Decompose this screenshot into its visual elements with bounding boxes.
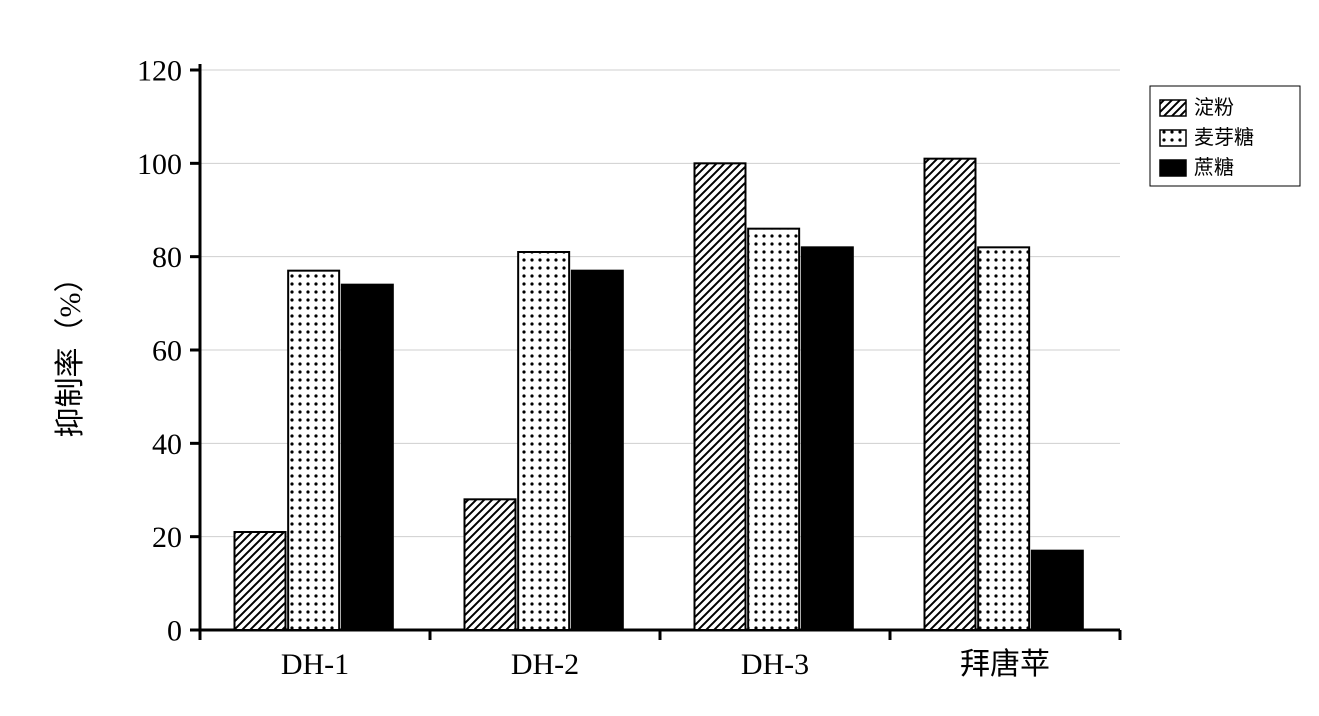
bar [802,247,853,630]
x-category-label: DH-1 [281,648,349,681]
y-tick-label: 80 [152,241,182,274]
bar-chart: 0 20 40 60 80 100 120 抑制率（%） DH-1 DH-2 DH-3 拜唐苹 淀粉麦芽… [0,0,1319,716]
x-category-label: 拜唐苹 [960,648,1050,681]
legend-swatch [1160,130,1186,146]
bar [465,499,516,630]
y-tick-label: 100 [137,148,182,181]
bar [1032,551,1083,630]
bar [235,532,286,630]
bar [925,159,976,630]
x-category-label: DH-2 [511,648,579,681]
bar [518,252,569,630]
bar [572,271,623,630]
y-tick-label: 120 [137,55,182,88]
legend-swatch [1160,100,1186,116]
legend: 淀粉麦芽糖蔗糖 [1150,86,1300,186]
y-tick-label: 0 [167,615,182,648]
bar [748,229,799,630]
bar [978,247,1029,630]
legend-label: 淀粉 [1194,96,1234,119]
y-axis-label: 抑制率（%） [54,263,87,438]
legend-label: 蔗糖 [1194,156,1234,179]
bar [342,285,393,630]
y-tick-label: 60 [152,335,182,368]
y-tick-label: 20 [152,521,182,554]
bar [695,163,746,630]
bar [288,271,339,630]
legend-label: 麦芽糖 [1194,126,1254,149]
y-tick-label: 40 [152,428,182,461]
chart-container: 0 20 40 60 80 100 120 抑制率（%） DH-1 DH-2 DH-3 拜唐苹 淀粉麦芽… [0,0,1319,716]
x-category-label: DH-3 [741,648,809,681]
legend-swatch [1160,160,1186,176]
